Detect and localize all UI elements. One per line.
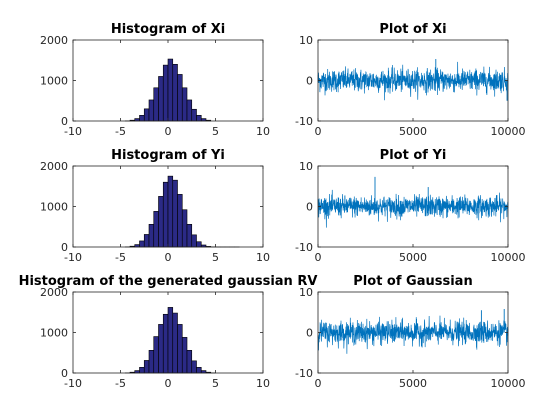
histogram-bar <box>191 360 197 374</box>
y-tick-label: -10 <box>295 241 313 254</box>
y-tick-label: -10 <box>295 367 313 380</box>
histogram-bar <box>172 64 178 122</box>
y-tick-label: 2000 <box>40 286 68 299</box>
x-tick-label: 0 <box>315 251 322 264</box>
histogram-bar <box>153 211 159 248</box>
histogram-bar <box>162 181 169 248</box>
histogram-bar <box>181 209 188 248</box>
x-tick-label: -5 <box>115 377 126 390</box>
y-tick-label: 2000 <box>40 160 68 173</box>
x-tick-label: 10 <box>256 251 270 264</box>
histogram-bar <box>158 76 164 122</box>
histogram-bar <box>167 175 174 248</box>
x-tick-label: 10000 <box>491 377 526 390</box>
x-tick-label: 5 <box>212 251 219 264</box>
histogram-bar <box>186 99 193 122</box>
subplot-title: Plot of Yi <box>380 148 447 163</box>
histogram-bar <box>177 324 183 374</box>
histogram-bar <box>191 108 197 122</box>
histogram-bar <box>172 179 178 248</box>
x-tick-label: 0 <box>165 125 172 138</box>
histogram-bar <box>153 87 159 122</box>
x-tick-label: -10 <box>64 251 82 264</box>
histogram-bar <box>196 115 202 122</box>
signal-line <box>317 315 509 354</box>
histogram-bar <box>186 224 193 248</box>
y-tick-label: 0 <box>306 75 313 88</box>
y-tick-label: -10 <box>295 115 313 128</box>
x-tick-label: 0 <box>165 377 172 390</box>
y-tick-label: 10 <box>299 160 313 173</box>
signal-line <box>317 189 509 228</box>
histogram-bar <box>143 234 150 248</box>
x-tick-label: -5 <box>115 125 126 138</box>
subplot-3: -10 -5 0 5 10 0 1000 2000 Histogram of Yi <box>40 148 270 264</box>
histogram-bar <box>148 224 155 248</box>
histogram-bar <box>177 194 183 248</box>
histogram-bar <box>167 307 174 374</box>
histogram-bar <box>139 240 145 248</box>
histogram-bar <box>143 360 150 374</box>
histogram-bar <box>148 350 155 374</box>
histogram-bar <box>158 196 164 248</box>
y-tick-label: 1000 <box>40 327 68 340</box>
histogram-bar <box>172 312 178 374</box>
y-tick-label: 0 <box>61 115 68 128</box>
subplot-title: Plot of Xi <box>379 22 446 37</box>
y-tick-label: 1000 <box>40 75 68 88</box>
x-tick-label: 10000 <box>491 125 526 138</box>
x-tick-label: 10 <box>256 125 270 138</box>
x-tick-label: 5 <box>212 377 219 390</box>
y-tick-label: 10 <box>299 34 313 47</box>
y-tick-label: 0 <box>306 201 313 214</box>
x-tick-label: 0 <box>315 377 322 390</box>
signal-line <box>317 61 509 101</box>
subplot-title: Histogram of Xi <box>111 22 225 37</box>
x-tick-label: -10 <box>64 125 82 138</box>
subplot-1: -10 -5 0 5 10 0 1000 2000 Histogram of Xi <box>40 22 270 138</box>
x-tick-label: 5000 <box>399 125 427 138</box>
x-tick-label: 0 <box>315 125 322 138</box>
x-tick-label: 10 <box>256 377 270 390</box>
subplot-title: Histogram of Yi <box>111 148 225 163</box>
x-tick-label: 5 <box>212 125 219 138</box>
x-tick-label: 5000 <box>399 377 427 390</box>
y-tick-label: 0 <box>306 327 313 340</box>
y-tick-label: 0 <box>61 241 68 254</box>
y-tick-label: 1000 <box>40 201 68 214</box>
histogram-bar <box>181 87 188 122</box>
y-tick-label: 0 <box>61 367 68 380</box>
histogram-bar <box>191 234 197 248</box>
histogram-bar <box>181 337 188 374</box>
histogram-bar <box>139 115 145 122</box>
y-tick-label: 10 <box>299 286 313 299</box>
histogram-bar <box>177 74 183 122</box>
subplot-title: Plot of Gaussian <box>353 274 472 289</box>
histogram-bar <box>196 367 202 374</box>
histogram-bar <box>167 58 174 122</box>
x-tick-label: -5 <box>115 251 126 264</box>
x-tick-label: 10000 <box>491 251 526 264</box>
subplot-title: Histogram of the generated gaussian RV <box>19 274 318 289</box>
histogram-bar <box>196 241 202 248</box>
histogram-bar <box>186 350 193 374</box>
x-tick-label: -10 <box>64 377 82 390</box>
histogram-bar <box>139 367 145 374</box>
y-tick-label: 2000 <box>40 34 68 47</box>
histogram-bar <box>158 324 164 374</box>
x-tick-label: 5000 <box>399 251 427 264</box>
histogram-bar <box>162 313 169 374</box>
histogram-bar <box>143 108 150 122</box>
histogram-bar <box>162 64 169 122</box>
histogram-bar <box>153 336 159 374</box>
histogram-bar <box>148 99 155 122</box>
x-tick-label: 0 <box>165 251 172 264</box>
